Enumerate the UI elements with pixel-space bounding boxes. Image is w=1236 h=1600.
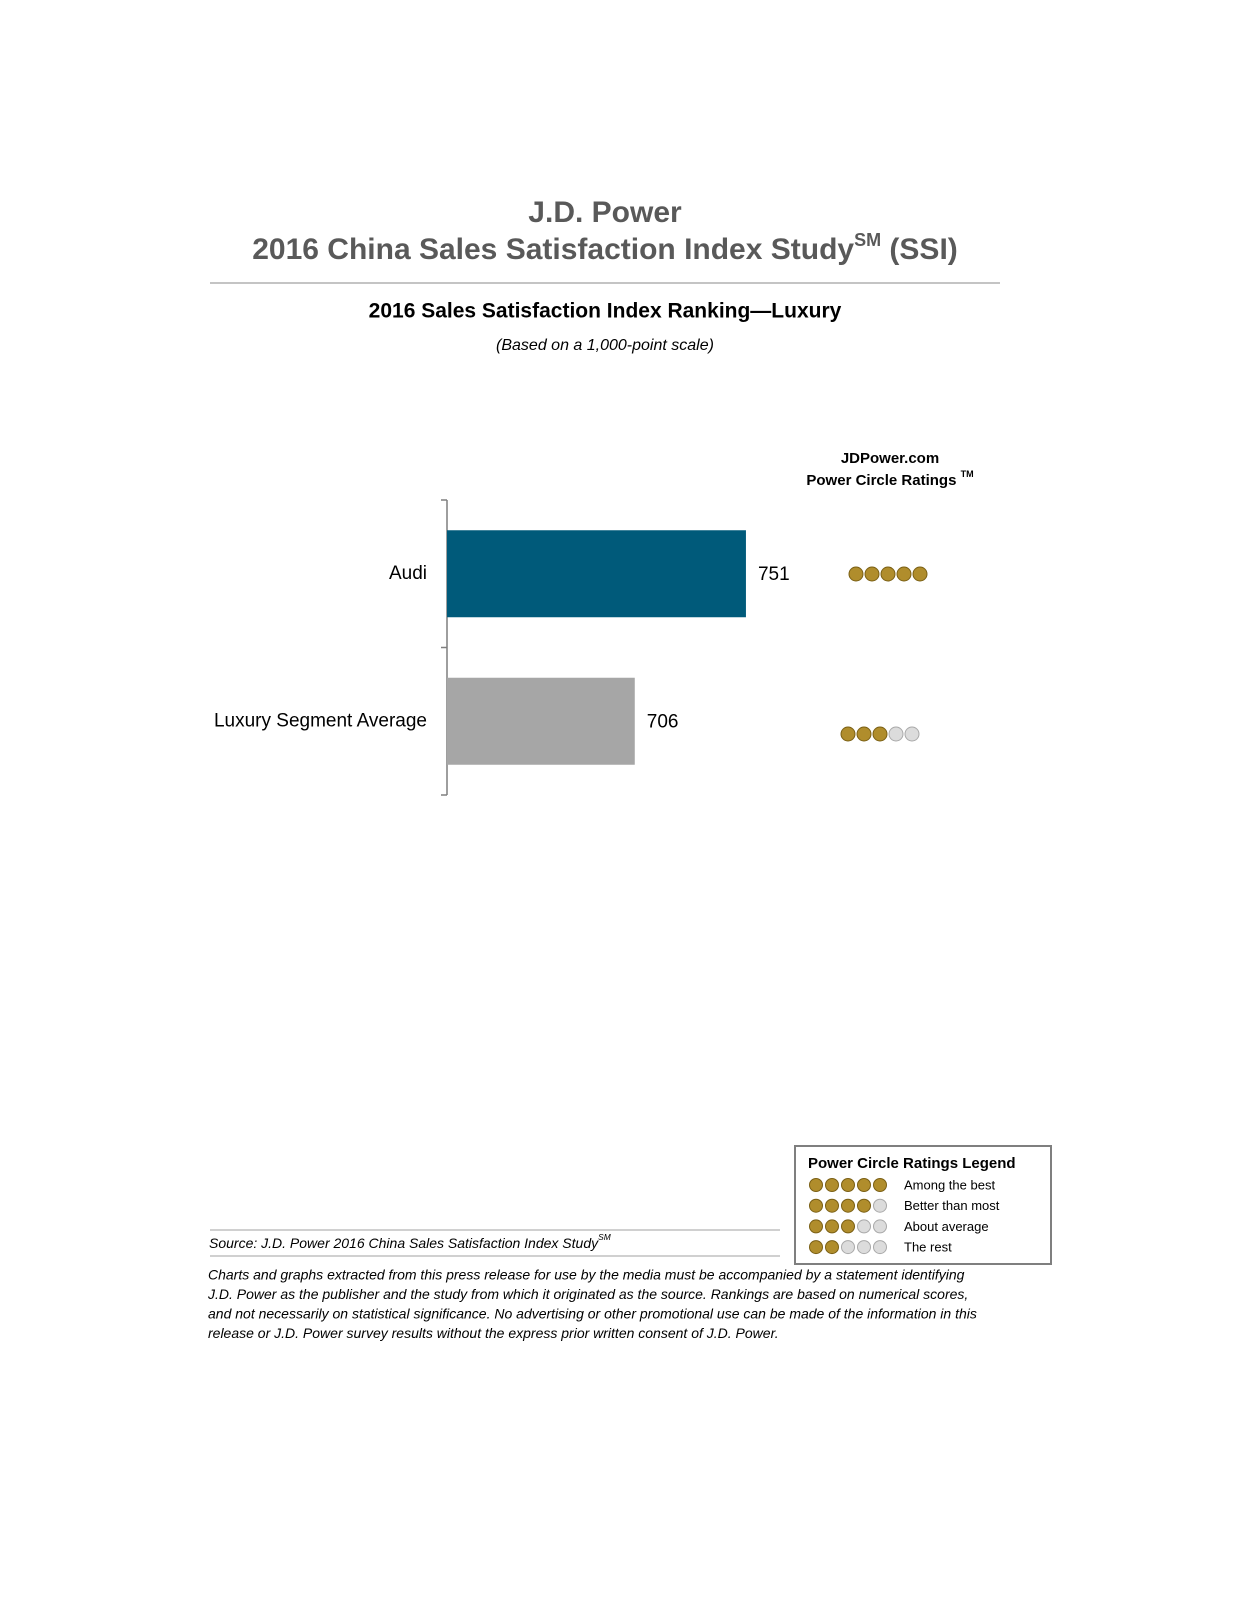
rating-circles xyxy=(809,1240,887,1255)
rating-circle xyxy=(872,726,888,742)
legend-label: Better than most xyxy=(904,1198,1000,1213)
ratings-header-line2: Power Circle Ratings TM xyxy=(806,469,973,489)
rating-circle xyxy=(841,1198,855,1213)
disclaimer-line: J.D. Power as the publisher and the stud… xyxy=(207,1286,968,1302)
rating-circle xyxy=(825,1240,839,1255)
rating-circle xyxy=(825,1198,839,1213)
chart-title: 2016 Sales Satisfaction Index Ranking—Lu… xyxy=(369,300,842,323)
rating-circle xyxy=(841,1240,855,1255)
rating-circle xyxy=(857,1198,871,1213)
source: Source: J.D. Power 2016 China Sales Sati… xyxy=(209,1232,611,1250)
header-line1: J.D. Power xyxy=(528,196,682,229)
rating-circle xyxy=(841,1219,855,1234)
rating-circle xyxy=(857,1219,871,1234)
legend-label: The rest xyxy=(904,1240,952,1255)
category-label: Luxury Segment Average xyxy=(214,710,427,731)
rating-circle xyxy=(864,566,880,582)
legend-title: Power Circle Ratings Legend xyxy=(808,1155,1016,1172)
rating-circle xyxy=(896,566,912,582)
bar xyxy=(447,677,635,765)
rating-circle xyxy=(809,1240,823,1255)
ratings-header-sup: TM xyxy=(961,469,974,479)
rating-circles xyxy=(809,1198,887,1213)
rating-circles xyxy=(809,1219,887,1234)
rating-circle xyxy=(840,726,856,742)
rating-circle xyxy=(873,1198,887,1213)
header-line2: 2016 China Sales Satisfaction Index Stud… xyxy=(252,230,958,266)
source-text: Source: J.D. Power 2016 China Sales Sati… xyxy=(209,1235,599,1251)
ratings-header-line1: JDPower.com xyxy=(841,450,939,467)
legend-box xyxy=(794,1145,1052,1265)
header-end: (SSI) xyxy=(881,233,958,266)
chart-subtitle: (Based on a 1,000-point scale) xyxy=(496,337,714,354)
rating-circle xyxy=(857,1178,871,1192)
rating-circles xyxy=(848,566,928,582)
rating-circle xyxy=(873,1219,887,1234)
ratings-header-text: Power Circle Ratings xyxy=(806,472,960,489)
rating-circle xyxy=(809,1198,823,1213)
rating-circle xyxy=(873,1240,887,1255)
rating-circles xyxy=(840,726,920,742)
header-text: 2016 China Sales Satisfaction Index Stud… xyxy=(252,233,854,266)
rating-circle xyxy=(904,726,920,742)
rating-circle xyxy=(873,1178,887,1192)
legend-label: Among the best xyxy=(904,1177,995,1192)
value-label: 706 xyxy=(647,711,679,732)
value-label: 751 xyxy=(758,564,790,585)
rating-circle xyxy=(809,1219,823,1234)
rating-circle xyxy=(857,1240,871,1255)
rating-circles xyxy=(809,1178,887,1192)
rating-circle xyxy=(825,1178,839,1192)
legend-label: About average xyxy=(904,1219,989,1234)
disclaimer-line: Charts and graphs extracted from this pr… xyxy=(208,1267,965,1283)
rating-circle xyxy=(912,566,928,582)
header-sup: SM xyxy=(854,230,881,250)
rating-circle xyxy=(848,566,864,582)
source-sup: SM xyxy=(598,1232,611,1242)
rating-circle xyxy=(825,1219,839,1234)
disclaimer-line: release or J.D. Power survey results wit… xyxy=(208,1325,779,1341)
rating-circle xyxy=(888,726,904,742)
disclaimer-line: and not necessarily on statistical signi… xyxy=(208,1306,977,1322)
rating-circle xyxy=(880,566,896,582)
rating-circle xyxy=(809,1178,823,1192)
rating-circle xyxy=(841,1178,855,1192)
rating-circle xyxy=(856,726,872,742)
bar xyxy=(447,530,746,618)
category-label: Audi xyxy=(389,563,427,584)
